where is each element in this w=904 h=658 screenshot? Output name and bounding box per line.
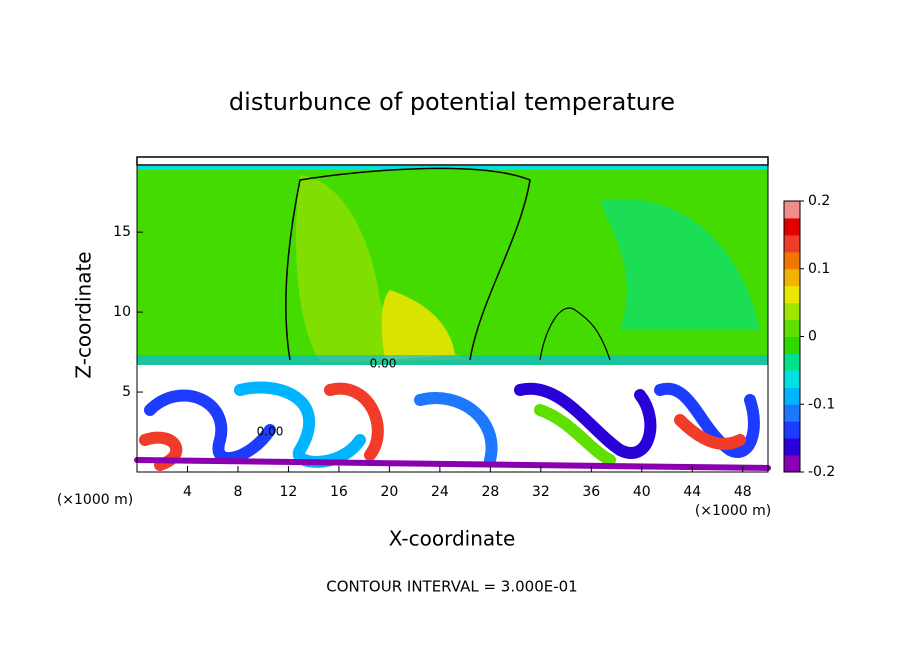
colorbar-band [784, 319, 800, 337]
y-tick-label: 10 [113, 304, 131, 320]
colorbar-band [784, 455, 800, 473]
x-tick-label: 32 [532, 484, 550, 500]
x-tick-label: 16 [330, 484, 348, 500]
colorbar-band [784, 234, 800, 253]
y-tick-label: 5 [122, 384, 131, 400]
cool-region [600, 198, 760, 330]
colorbar-band [784, 438, 800, 456]
x-tick-label: 4 [183, 484, 192, 500]
colorbar-band [784, 387, 800, 405]
zero-contour [285, 167, 531, 361]
colorbar-band [784, 217, 800, 236]
colorbar-band [784, 201, 800, 219]
plot-frame [136, 156, 769, 473]
colorbar-band [784, 302, 800, 321]
y-axis-label: Z-coordinate [72, 251, 96, 378]
x-axis-label: X-coordinate [389, 527, 516, 551]
colorbar-band [784, 268, 800, 287]
contour-label: 0.00 [370, 357, 397, 371]
colorbar-band [784, 251, 800, 270]
x-tick-label: 8 [233, 484, 242, 500]
colorbar-tick-label: -0.2 [808, 464, 835, 480]
x-unit-label: (×1000 m) [695, 503, 771, 519]
colorbar-band [784, 336, 800, 354]
colorbar-band [784, 353, 800, 371]
field: 0.00 0.00 [134, 156, 771, 473]
y-tick-label: 15 [113, 224, 131, 240]
colorbar-tick-label: 0 [808, 329, 817, 345]
colorbar-band [784, 285, 800, 304]
contour-label: 0.00 [257, 425, 284, 439]
x-tick-label: 20 [380, 484, 398, 500]
footnote: CONTOUR INTERVAL = 3.000E-01 [326, 578, 577, 596]
colorbar-tick-label: 0.2 [808, 193, 830, 209]
x-tick-label: 28 [481, 484, 499, 500]
x-tick-label: 12 [280, 484, 298, 500]
contour [539, 307, 611, 361]
colorbar-tick-label: -0.1 [808, 396, 835, 412]
x-tick-label: 24 [431, 484, 449, 500]
x-unit-label: (×1000 m) [57, 492, 133, 508]
lower-streaks [134, 381, 771, 471]
x-tick-label: 44 [683, 484, 701, 500]
colorbar-band [784, 370, 800, 388]
warm-core [381, 290, 455, 360]
interface-band [137, 355, 768, 365]
x-tick-label: 48 [734, 484, 752, 500]
colorbar-tick-label: 0.1 [808, 261, 830, 277]
chart-title: disturbunce of potential temperature [229, 88, 675, 116]
x-tick-label: 36 [582, 484, 600, 500]
colorbar-band [784, 404, 800, 422]
x-tick-label: 40 [633, 484, 651, 500]
colorbar-band [784, 421, 800, 439]
warm-region [296, 175, 470, 362]
